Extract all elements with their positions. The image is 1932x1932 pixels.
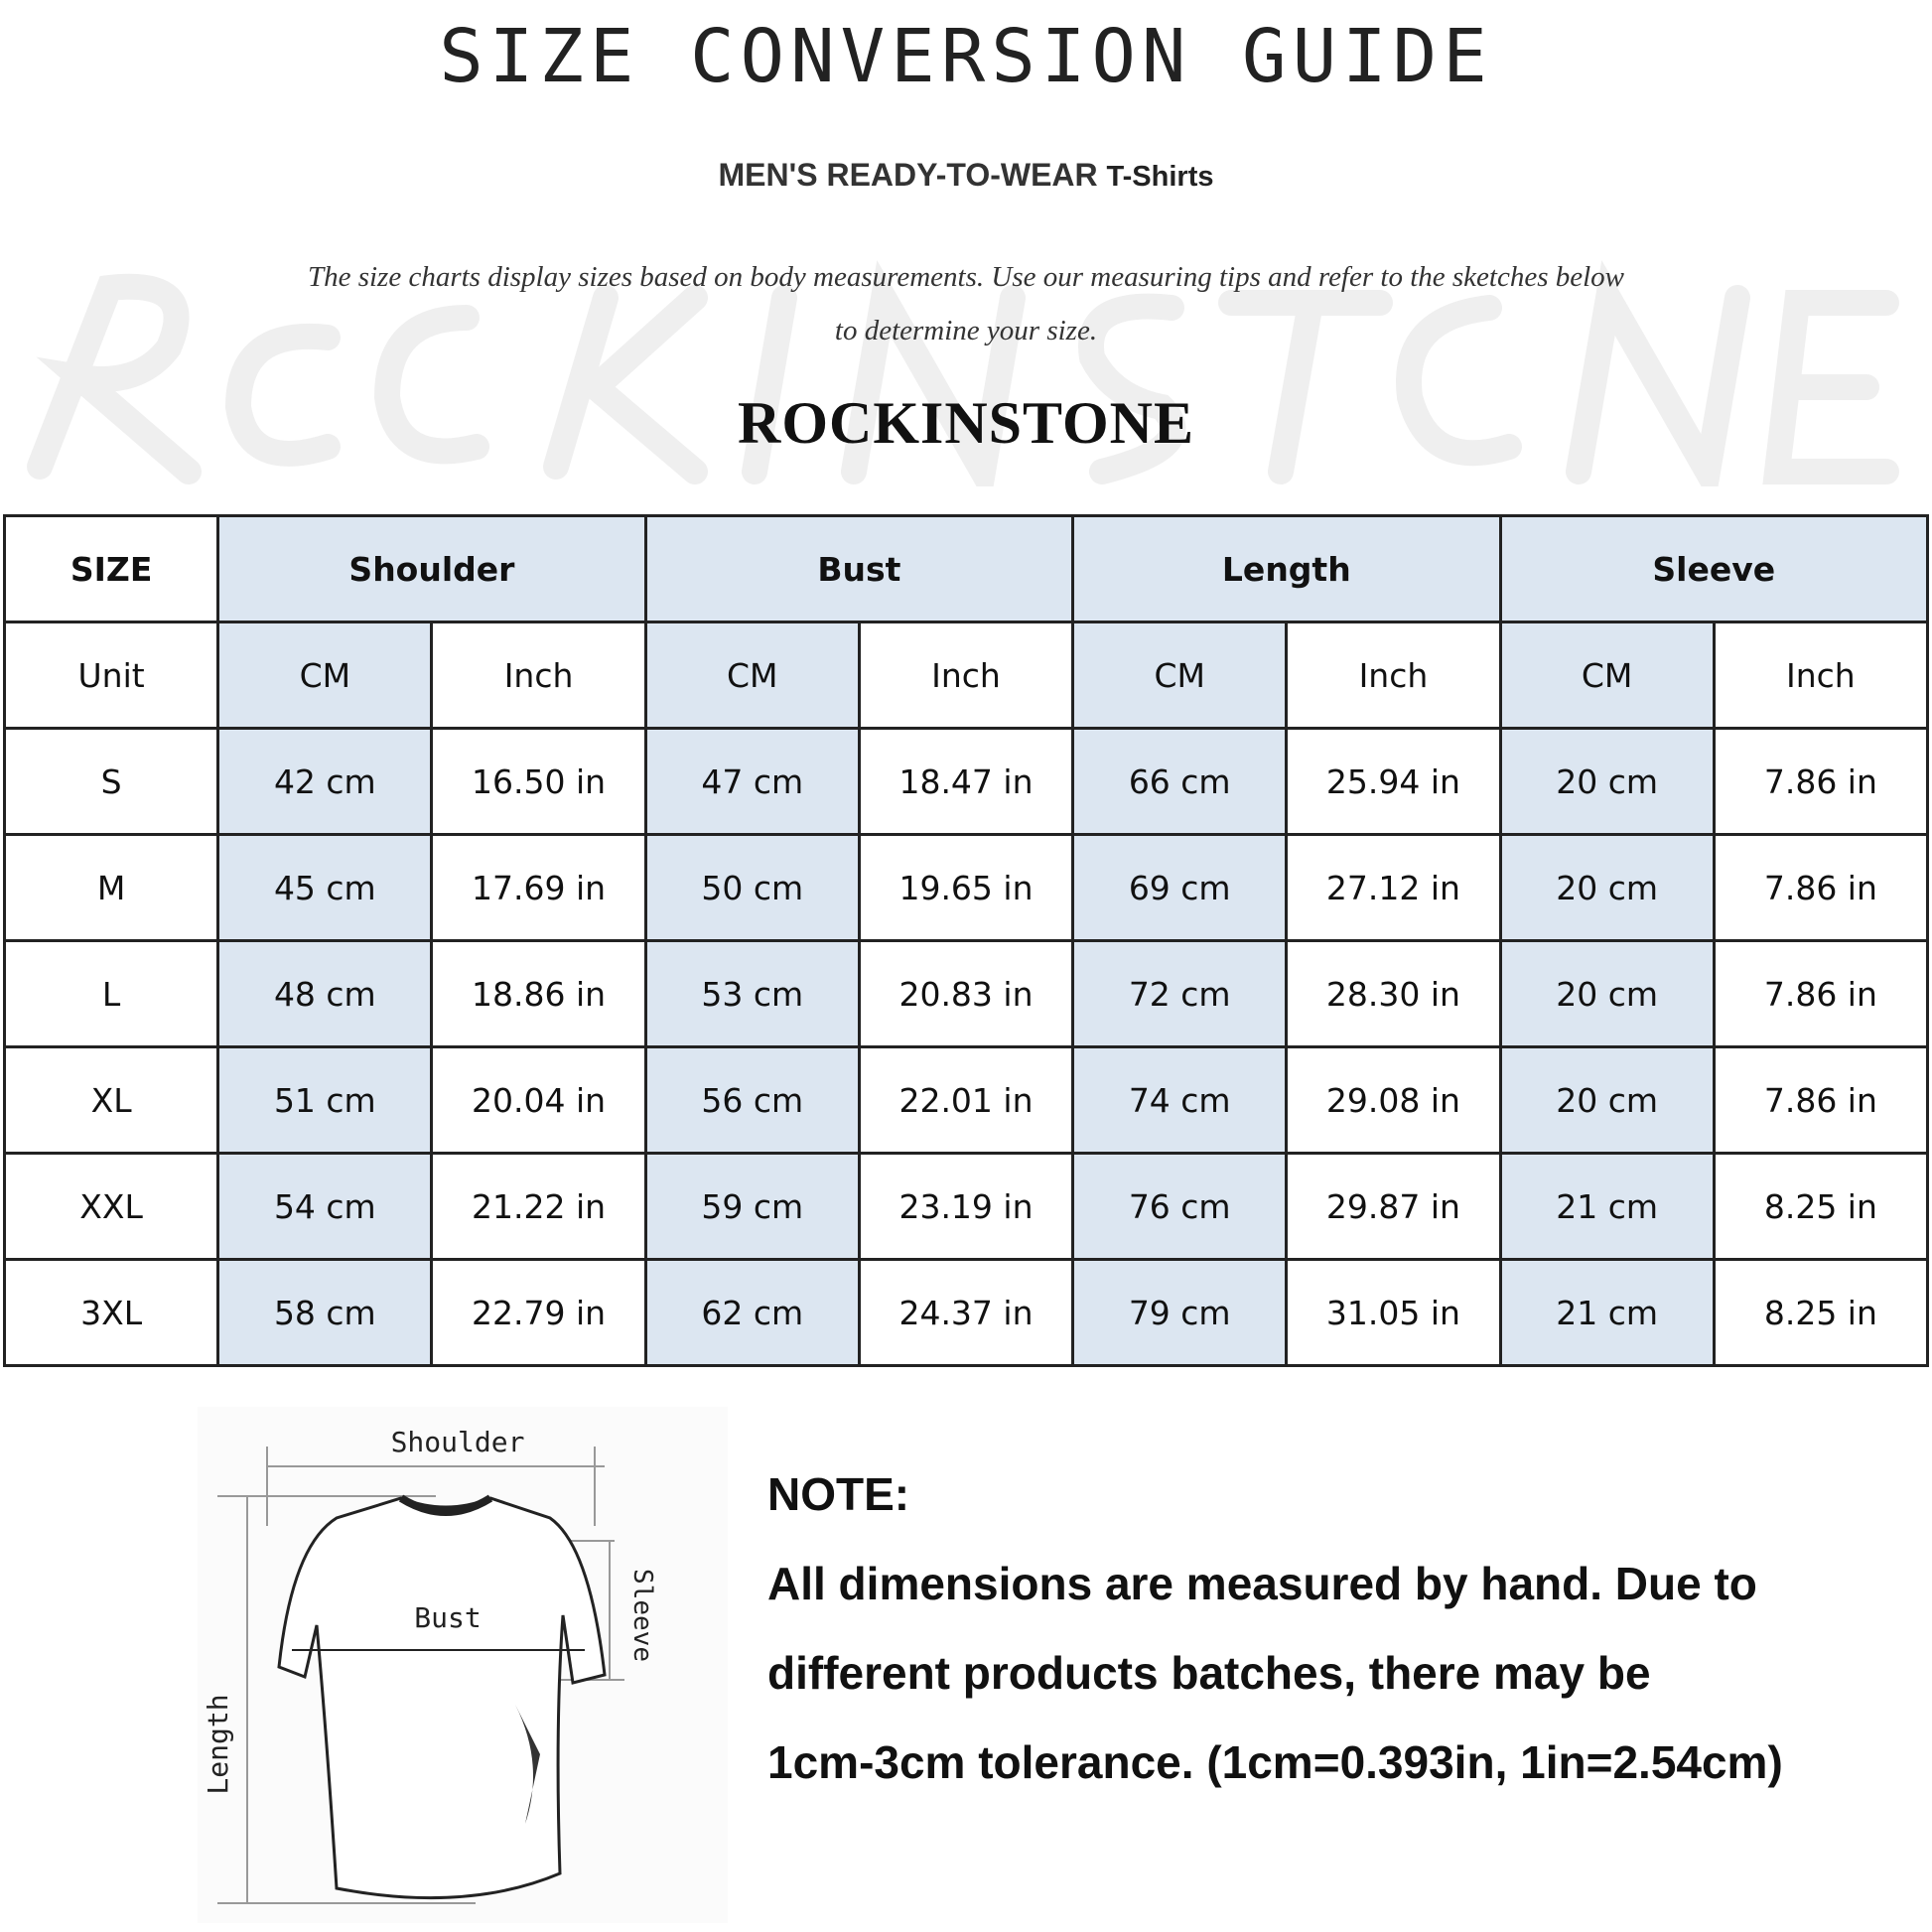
value-cell: 42 cm xyxy=(216,727,434,836)
value-cell: 51 cm xyxy=(216,1045,434,1155)
size-table: SIZE Shoulder Bust Length Sleeve Unit CM… xyxy=(2,514,1930,1367)
sketch-label-length: Length xyxy=(202,1694,234,1794)
size-cell: 3XL xyxy=(2,1258,220,1367)
value-cell: 72 cm xyxy=(1071,939,1289,1048)
note-heading: NOTE: xyxy=(767,1468,910,1520)
value-cell: 66 cm xyxy=(1071,727,1289,836)
subtitle-main: MEN'S READY-TO-WEAR xyxy=(718,157,1098,193)
group-sleeve: Sleeve xyxy=(1498,514,1930,623)
value-cell: 18.86 in xyxy=(430,939,647,1048)
brand-name: ROCKINSTONE xyxy=(737,390,1194,456)
value-cell: 7.86 in xyxy=(1712,939,1930,1048)
value-cell: 69 cm xyxy=(1071,833,1289,942)
value-cell: 47 cm xyxy=(643,727,861,836)
value-cell: 22.79 in xyxy=(430,1258,647,1367)
value-cell: 20.83 in xyxy=(857,939,1075,1048)
value-cell: 7.86 in xyxy=(1712,1045,1930,1155)
group-length: Length xyxy=(1071,514,1502,623)
value-cell: 27.12 in xyxy=(1285,833,1502,942)
value-cell: 24.37 in xyxy=(857,1258,1075,1367)
size-header: SIZE xyxy=(2,514,220,623)
unit-cell: CM xyxy=(1498,621,1716,730)
subtitle-product: T-Shirts xyxy=(1106,161,1214,193)
value-cell: 28.30 in xyxy=(1285,939,1502,1048)
note-line: All dimensions are measured by hand. Due… xyxy=(767,1558,1757,1609)
sketch-label-bust: Bust xyxy=(414,1601,481,1634)
value-cell: 79 cm xyxy=(1071,1258,1289,1367)
fold-shadow xyxy=(515,1705,540,1824)
value-cell: 8.25 in xyxy=(1712,1152,1930,1261)
sketch-label-shoulder: Shoulder xyxy=(391,1426,525,1458)
size-cell: M xyxy=(2,833,220,942)
value-cell: 58 cm xyxy=(216,1258,434,1367)
size-cell: XL xyxy=(2,1045,220,1155)
value-cell: 17.69 in xyxy=(430,833,647,942)
value-cell: 48 cm xyxy=(216,939,434,1048)
value-cell: 29.87 in xyxy=(1285,1152,1502,1261)
note-line: different products batches, there may be xyxy=(767,1647,1651,1699)
value-cell: 53 cm xyxy=(643,939,861,1048)
collar xyxy=(398,1494,493,1516)
value-cell: 29.08 in xyxy=(1285,1045,1502,1155)
value-cell: 45 cm xyxy=(216,833,434,942)
watermark-brush-lettering xyxy=(27,260,1899,486)
group-bust: Bust xyxy=(643,514,1075,623)
unit-label: Unit xyxy=(2,621,220,730)
value-cell: 25.94 in xyxy=(1285,727,1502,836)
value-cell: 20 cm xyxy=(1498,1045,1716,1155)
unit-cell: CM xyxy=(216,621,434,730)
value-cell: 54 cm xyxy=(216,1152,434,1261)
value-cell: 56 cm xyxy=(643,1045,861,1155)
value-cell: 21 cm xyxy=(1498,1258,1716,1367)
size-cell: S xyxy=(2,727,220,836)
value-cell: 62 cm xyxy=(643,1258,861,1367)
note: NOTE: All dimensions are measured by han… xyxy=(767,1449,1929,1807)
value-cell: 74 cm xyxy=(1071,1045,1289,1155)
value-cell: 20.04 in xyxy=(430,1045,647,1155)
value-cell: 7.86 in xyxy=(1712,833,1930,942)
sketch-label-sleeve: Sleeve xyxy=(627,1569,657,1662)
value-cell: 8.25 in xyxy=(1712,1258,1930,1367)
value-cell: 31.05 in xyxy=(1285,1258,1502,1367)
size-cell: L xyxy=(2,939,220,1048)
description: The size charts display sizes based on b… xyxy=(307,261,1625,346)
value-cell: 21.22 in xyxy=(430,1152,647,1261)
group-shoulder: Shoulder xyxy=(216,514,647,623)
unit-cell: CM xyxy=(643,621,861,730)
unit-cell: Inch xyxy=(430,621,647,730)
value-cell: 21 cm xyxy=(1498,1152,1716,1261)
value-cell: 7.86 in xyxy=(1712,727,1930,836)
unit-cell: Inch xyxy=(1712,621,1930,730)
table-row: M 45 cm 17.69 in 50 cm 19.65 in 69 cm 27.12 in… xyxy=(2,833,1930,942)
value-cell: 20 cm xyxy=(1498,939,1716,1048)
value-cell: 19.65 in xyxy=(857,833,1075,942)
value-cell: 76 cm xyxy=(1071,1152,1289,1261)
unit-cell: Inch xyxy=(1285,621,1502,730)
table-row: S 42 cm 16.50 in 47 cm 18.47 in 66 cm 25.94 in… xyxy=(2,727,1930,836)
unit-cell: Inch xyxy=(857,621,1075,730)
group-header-row: SIZE Shoulder Bust Length Sleeve xyxy=(2,514,1930,623)
unit-row: Unit CM Inch CM Inch CM Inch CM Inch xyxy=(2,621,1930,730)
value-cell: 20 cm xyxy=(1498,727,1716,836)
note-line: 1cm-3cm tolerance. (1cm=0.393in, 1in=2.5… xyxy=(767,1736,1783,1788)
value-cell: 20 cm xyxy=(1498,833,1716,942)
table-row: XXL 54 cm 21.22 in 59 cm 23.19 in 76 cm 29.87 … xyxy=(2,1152,1930,1261)
value-cell: 18.47 in xyxy=(857,727,1075,836)
table-row: 3XL 58 cm 22.79 in 62 cm 24.37 in 79 cm 31.05 … xyxy=(2,1258,1930,1367)
size-cell: XXL xyxy=(2,1152,220,1261)
value-cell: 23.19 in xyxy=(857,1152,1075,1261)
value-cell: 50 cm xyxy=(643,833,861,942)
table-row: L 48 cm 18.86 in 53 cm 20.83 in 72 cm 28.30 in… xyxy=(2,939,1930,1048)
value-cell: 59 cm xyxy=(643,1152,861,1261)
tshirt-outline xyxy=(277,1496,607,1900)
table-row: XL 51 cm 20.04 in 56 cm 22.01 in 74 cm 29.08 i… xyxy=(2,1045,1930,1155)
unit-cell: CM xyxy=(1071,621,1289,730)
tshirt-measurement-sketch: Shoulder Bust Length Sleeve xyxy=(198,1407,728,1923)
subtitle: MEN'S READY-TO-WEAR T-Shirts xyxy=(0,157,1932,194)
value-cell: 16.50 in xyxy=(430,727,647,836)
page-title: SIZE CONVERSION GUIDE xyxy=(439,14,1493,99)
value-cell: 22.01 in xyxy=(857,1045,1075,1155)
watermark-strokes xyxy=(27,260,1899,486)
